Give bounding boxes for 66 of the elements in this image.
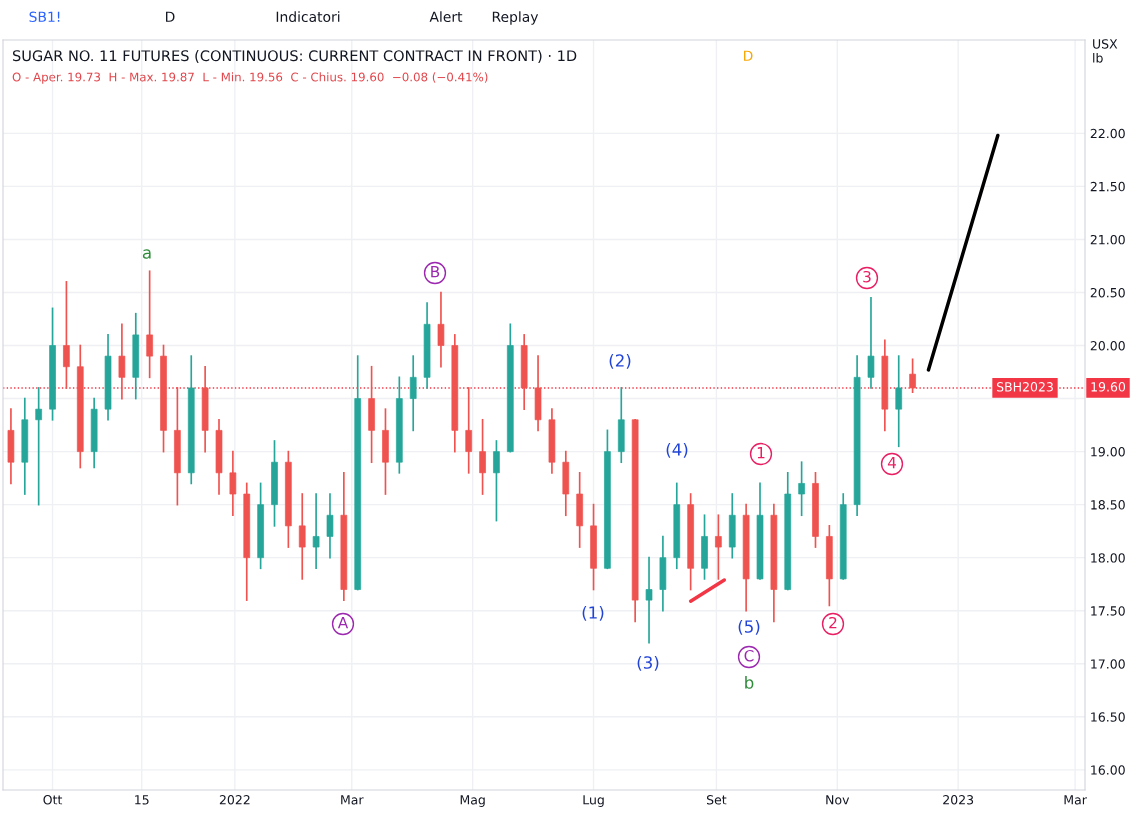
annotation: 4 <box>887 457 896 469</box>
candlestick <box>715 514 722 580</box>
candlestick <box>229 450 237 517</box>
y-tick-label: 22.00 <box>1090 128 1125 139</box>
annotation: D <box>744 50 753 61</box>
candlestick <box>298 493 306 580</box>
candlestick <box>645 556 653 644</box>
y-tick-label: 21.50 <box>1090 181 1125 192</box>
annotation: 1 <box>757 447 765 459</box>
text: 19.60 <box>1091 382 1126 392</box>
x-tick-label: 2023 <box>943 795 974 805</box>
y-tick-label: 17.00 <box>1091 659 1125 669</box>
annotation: A <box>337 617 349 629</box>
x-tick-label: 15 <box>135 795 149 805</box>
candlestick <box>437 291 445 368</box>
annotation: 2 <box>829 616 837 629</box>
x-tick-label: Nov <box>826 795 850 805</box>
candlestick <box>63 281 70 389</box>
x-tick-label: Mar <box>341 795 364 805</box>
y-tick-label: 18.50 <box>1091 500 1125 510</box>
y-tick-label: 20.00 <box>1090 340 1125 351</box>
candlestick <box>146 270 153 379</box>
candlestick <box>35 387 42 506</box>
y-tick-label: 18.00 <box>1091 553 1125 563</box>
candlestick <box>895 355 903 448</box>
candlestick <box>479 418 486 495</box>
candlestick <box>312 493 320 570</box>
annotation: 3 <box>863 270 871 283</box>
text: O - Aper. 19.73 H - Max. 19.87 L - Min. 19.56 C - Chius. 19.60 −0.08 (−0.41%) <box>12 72 488 84</box>
x-tick-label: Set <box>706 795 727 805</box>
x-tick-label: Lug <box>583 795 604 807</box>
x-tick-label: Ott <box>43 795 63 805</box>
candlestick <box>326 493 334 559</box>
x-tick-label: Mag <box>460 795 485 807</box>
y-tick-label: 19.00 <box>1091 447 1125 457</box>
ref-line-label: SBH2023 <box>996 382 1053 392</box>
y-tick-label: 16.50 <box>1091 712 1125 722</box>
annotation: (5) <box>738 619 760 635</box>
y-tick-label: 21.00 <box>1090 234 1125 245</box>
annotation: b <box>745 675 754 689</box>
annotation: (1) <box>582 605 604 621</box>
text: D <box>166 11 175 22</box>
x-tick-label: 2022 <box>219 795 250 805</box>
candlestick <box>465 387 473 474</box>
y-tick-label: 17.50 <box>1091 606 1125 616</box>
y-axis-title: USX lb <box>1093 39 1118 63</box>
text: SUGAR NO. 11 FUTURES (CONTINUOUS: CURRENT CONTRACT IN FRONT) · 1D <box>12 49 577 63</box>
candlestick <box>409 355 417 432</box>
text: Replay <box>492 11 539 25</box>
candlestick <box>798 461 805 517</box>
annotation: a <box>142 249 151 259</box>
text: Indicatori <box>276 11 340 23</box>
x-tick-label: Mar <box>1064 795 1087 805</box>
candlestick <box>909 358 916 394</box>
text: SB1! <box>29 11 60 23</box>
annotation: C <box>744 649 754 662</box>
y-tick-label: 16.00 <box>1091 765 1125 775</box>
annotation: B <box>431 266 440 278</box>
candlestick <box>118 323 126 400</box>
annotation: (4) <box>666 442 688 458</box>
annotation: (2) <box>609 353 631 369</box>
text: Alert <box>429 11 463 23</box>
annotation: (3) <box>637 655 659 671</box>
candlestick <box>493 440 500 522</box>
candlestick <box>867 296 875 389</box>
y-tick-label: 20.50 <box>1090 287 1125 298</box>
